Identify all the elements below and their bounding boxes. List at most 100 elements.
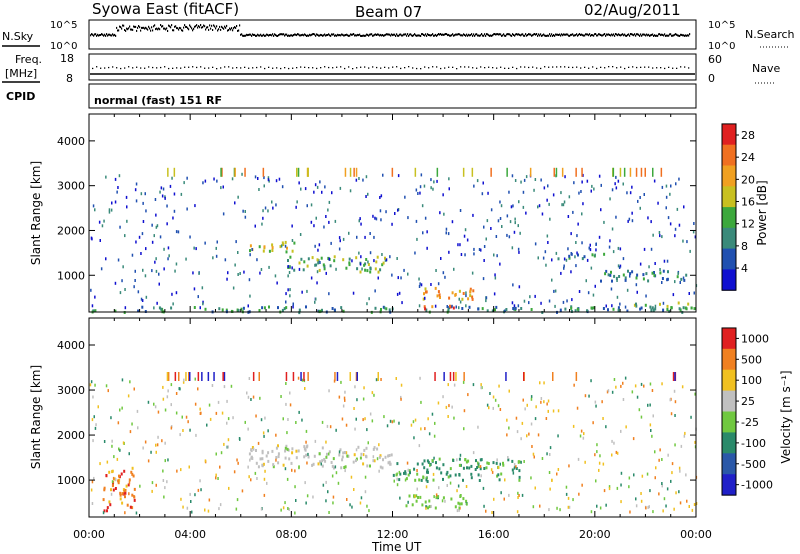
data-cell <box>398 421 400 425</box>
data-cell <box>158 272 160 276</box>
data-cell <box>126 205 128 209</box>
noise-point <box>493 33 495 36</box>
noise-point <box>635 34 637 37</box>
data-cell <box>163 495 165 499</box>
data-cell <box>432 478 435 482</box>
noise-point <box>255 34 257 37</box>
nave-point <box>680 66 682 68</box>
noise-point <box>122 24 124 27</box>
data-cell <box>90 488 93 492</box>
data-cell <box>362 462 365 466</box>
data-cell <box>571 298 573 302</box>
data-cell <box>530 397 533 401</box>
nave-tick-top: 60 <box>708 53 722 66</box>
colorbar-segment <box>722 248 736 270</box>
noise-point <box>199 26 201 29</box>
data-cell <box>166 204 168 208</box>
data-cell <box>513 466 516 470</box>
data-cell <box>319 261 321 264</box>
data-cell <box>693 503 696 506</box>
data-cell <box>187 420 189 424</box>
data-streak <box>334 372 336 381</box>
data-cell <box>466 466 468 470</box>
data-cell <box>671 471 673 475</box>
data-cell <box>453 383 456 387</box>
data-streak <box>307 372 309 381</box>
noise-point <box>589 33 591 36</box>
data-cell <box>182 380 185 384</box>
data-cell <box>247 427 249 431</box>
noise-point <box>158 27 160 30</box>
data-cell <box>382 261 385 265</box>
noise-point <box>656 34 658 37</box>
noise-point <box>153 25 155 28</box>
data-cell <box>598 468 600 472</box>
data-cell <box>353 407 355 410</box>
data-cell <box>530 308 533 311</box>
nave-point <box>272 67 274 69</box>
data-cell <box>347 454 350 458</box>
data-cell <box>546 198 548 202</box>
data-cell <box>130 470 133 474</box>
data-cell <box>547 409 549 413</box>
data-cell <box>325 215 327 218</box>
noise-point <box>99 34 101 37</box>
data-cell <box>471 295 474 299</box>
data-cell <box>265 454 268 458</box>
data-cell <box>258 188 260 191</box>
data-cell <box>323 267 326 271</box>
noise-point <box>645 34 647 37</box>
colorbar-segment <box>722 165 736 187</box>
data-cell <box>397 276 399 280</box>
noise-point <box>599 33 601 36</box>
noise-point <box>499 33 501 36</box>
data-cell <box>303 455 306 459</box>
data-cell <box>518 285 521 289</box>
data-cell <box>186 176 188 180</box>
noise-point <box>480 34 482 37</box>
noise-point <box>369 33 371 36</box>
data-cell <box>379 465 382 469</box>
data-cell <box>237 461 239 465</box>
data-cell <box>611 188 614 192</box>
data-streak <box>353 167 355 177</box>
data-cell <box>665 504 667 508</box>
noise-point <box>156 27 158 30</box>
data-cell <box>366 269 369 273</box>
nave-point <box>416 67 418 70</box>
data-streak <box>652 167 654 177</box>
noise-point <box>413 34 415 37</box>
data-cell <box>447 383 449 387</box>
data-cell <box>616 486 619 490</box>
noise-point <box>185 25 187 28</box>
data-cell <box>674 400 677 404</box>
noise-panel: N.Sky 10^5 10^0 10^5 10^0 N.Search <box>2 19 795 52</box>
data-cell <box>195 433 197 437</box>
data-cell <box>605 269 608 273</box>
data-cell <box>668 309 671 313</box>
data-cell <box>633 473 635 477</box>
data-cell <box>94 426 97 430</box>
data-cell <box>375 260 378 264</box>
noise-point <box>688 34 690 37</box>
data-cell <box>374 216 376 220</box>
data-cell <box>631 185 633 189</box>
data-cell <box>636 290 638 294</box>
data-cell <box>562 300 565 304</box>
data-cell <box>481 386 483 390</box>
data-cell <box>494 273 496 277</box>
data-cell <box>615 385 617 389</box>
noise-point <box>561 33 563 36</box>
data-cell <box>407 473 410 477</box>
data-cell <box>264 206 267 210</box>
data-cell <box>363 263 366 267</box>
data-cell <box>349 503 351 507</box>
data-cell <box>377 270 380 274</box>
data-cell <box>577 457 580 461</box>
data-cell <box>286 447 289 451</box>
data-cell <box>463 409 466 413</box>
data-cell <box>322 263 325 267</box>
data-cell <box>303 445 306 449</box>
nave-point <box>216 68 218 70</box>
noise-point <box>170 26 172 29</box>
